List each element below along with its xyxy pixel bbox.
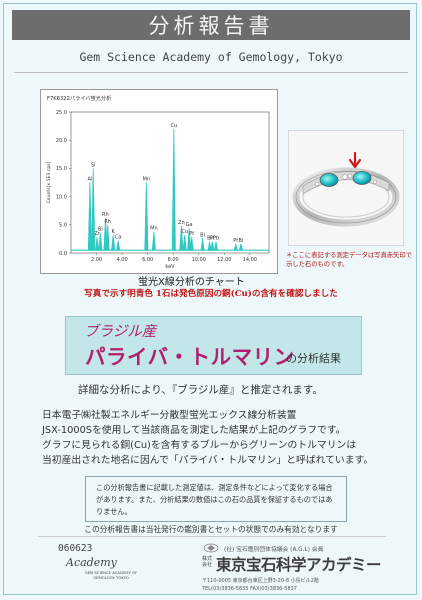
spectrum-peak (105, 224, 110, 251)
spectrum-peak (111, 234, 116, 251)
peak-label: Cu (181, 229, 188, 235)
spectrum-peak (187, 228, 192, 251)
peak-label: Bi (200, 232, 205, 238)
spectrum-peak (116, 240, 121, 251)
peak-label: Bi (98, 227, 103, 233)
company-address: 〒110-0005 東京都台東区上野3-20-8 小島ビル2階 (202, 578, 319, 584)
title-band: 分析報告書 (12, 10, 410, 40)
spectrum-peak (238, 243, 244, 251)
disclaimer-text: この分析報告書に記載した測定値は、測定条件などによって変化する場合があります。ま… (96, 483, 333, 516)
spectrum-peak (210, 241, 215, 251)
chart-title: F7K6322パライバ蛍光分析 (47, 94, 111, 102)
result-origin: ブラジル産 (84, 324, 157, 340)
peak-label: Mn (143, 177, 150, 183)
peak-label: Pt (210, 236, 215, 242)
spectrum-peak (151, 231, 156, 251)
spectrum-peak (233, 243, 238, 251)
gemstone-left (319, 173, 339, 187)
peak-label: K (112, 229, 116, 235)
x-tick-label: 6.00 (142, 257, 153, 263)
photo-red-note: ＊ここに表記する測定データは写真赤矢印で示した石のものです。 (286, 252, 412, 268)
peak-label: Bi (238, 238, 243, 244)
plot-frame (70, 111, 270, 254)
peak-label: Al (87, 177, 92, 183)
x-tick-label: 14.00 (243, 257, 257, 263)
spectrum-peak (91, 168, 96, 251)
peak-label: Rh (102, 212, 109, 218)
y-tick-label: 20.0 (56, 138, 67, 144)
page-border (3, 3, 417, 595)
body-line: JSX-1000Sを使用して当該商品を測定した結果が上記のグラフです。 (42, 425, 346, 436)
x-axis-label: keV (165, 264, 175, 270)
header-divider (14, 72, 408, 73)
disclaimer-box: この分析報告書に記載した測定値は、測定条件などによって変化する場合があります。ま… (85, 476, 347, 522)
report-title: 分析報告書 (148, 14, 274, 38)
chart-caption: 蛍光X線分析のチャート (138, 277, 245, 288)
peak-label: Cu (170, 123, 177, 129)
peak-label: Ga (186, 222, 193, 228)
y-tick-label: 0.0 (59, 251, 67, 257)
red-arrow-icon (348, 151, 362, 169)
spectrum-peak (95, 237, 100, 251)
x-tick-label: 8.00 (168, 257, 179, 263)
company-phone: TEL(03)3836-5835 FAX(03)3836-5837 (202, 586, 297, 592)
body-line: 当初産出された地名に因んで「パライバ・トルマリン」と呼ばれています。 (42, 455, 374, 466)
peak-label: Zr (94, 231, 100, 237)
corp-prefix: 株式会社 (201, 556, 212, 568)
spectrum-peak (200, 238, 205, 251)
body-line: グラフに見られる銅(Cu)を含有するブルーからグリーンのトルマリンは (42, 440, 357, 451)
report-subtitle: Gem Science Academy of Gemology, Tokyo (79, 50, 343, 64)
xrf-spectrum-chart: F7K6322パライバ蛍光分析 0.0 5.0 10.0 15.0 20.0 25.0 2.0… (40, 89, 278, 274)
academy-logo: Academy (66, 556, 117, 569)
result-suffix: の分析結果 (286, 352, 341, 365)
x-tick-label: 4.00 (117, 257, 128, 263)
y-axis-label: Counts[x 1E3 cps] (46, 161, 52, 203)
spectrum-peak (182, 234, 187, 251)
peak-label: Bi (207, 236, 212, 242)
peak-label: Si (91, 162, 96, 168)
spectrum-peak (213, 241, 219, 251)
result-gem-name: パライバ・トルマリン (85, 345, 295, 369)
ring-photo (288, 130, 404, 246)
y-tick-label: 15.0 (56, 166, 67, 172)
x-tick-label: 10.00 (192, 257, 206, 263)
association-membership: (社) 宝石鑑別団体協議会 (A.G.L) 会員 (224, 547, 324, 553)
certificate-number: 060623 (58, 543, 93, 554)
peak-label: Pb (213, 236, 219, 242)
peak-label: Pt (189, 231, 194, 237)
gemstone-right (352, 171, 372, 185)
ring-image (292, 151, 400, 227)
footer-divider (38, 536, 386, 537)
spectrum-peak (98, 232, 103, 251)
origin-estimate: 詳細な分析により、『ブラジル産』と推定されます。 (78, 384, 323, 396)
validity-note: この分析報告書は当社発行の鑑別書とセットの状態でのみ有効となります (84, 525, 338, 534)
spectrum-svg: F7K6322パライバ蛍光分析 0.0 5.0 10.0 15.0 20.0 25.0 2.0… (46, 94, 270, 270)
company-name: 東京宝石科学アカデミー (216, 556, 382, 574)
spectrum-peak (179, 225, 184, 251)
peak-label: Pt (233, 238, 238, 244)
y-tick-label: 25.0 (56, 110, 67, 116)
chart-red-note: 写真で示す明青色 1石は発色原因の銅(Cu)の含有を確認しました (84, 289, 338, 299)
academy-logo-subtitle: GEM SCIENCE ACADEMY OF GEMOLOGY TOKYO (84, 570, 138, 580)
analysis-description: 日本電子㈱社製エネルギー分散型蛍光エックス線分析装置 JSX-1000Sを使用し… (42, 408, 402, 468)
x-tick-label: 2.00 (91, 257, 102, 263)
peak-label: Rh (104, 219, 111, 225)
spectrum-peak (87, 182, 92, 251)
peak-label: Ca (115, 235, 122, 241)
peak-label: Zn (178, 220, 185, 226)
spectrum-peak (207, 241, 212, 251)
y-tick-label: 5.0 (59, 223, 67, 229)
spectrum-peak (144, 182, 149, 251)
association-emblem-icon (203, 543, 219, 553)
x-tick-label: 12.00 (217, 257, 231, 263)
spectrum-peak (189, 237, 194, 251)
y-tick-label: 10.0 (56, 194, 67, 200)
body-line: 日本電子㈱社製エネルギー分散型蛍光エックス線分析装置 (42, 410, 297, 421)
spectrum-peak (171, 128, 176, 251)
result-box: ブラジル産 パライバ・トルマリン (65, 316, 362, 375)
peak-label: Mn (150, 226, 157, 232)
